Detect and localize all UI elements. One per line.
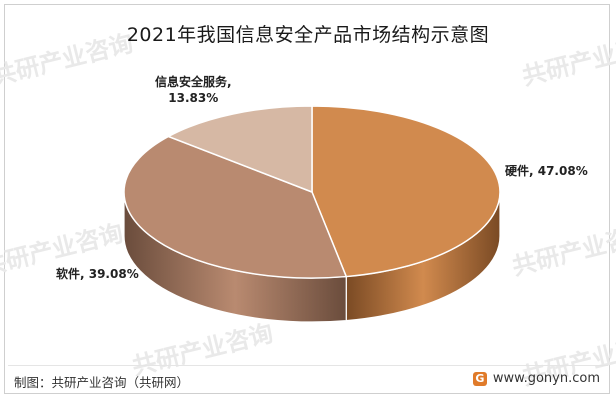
chart-frame [4, 4, 610, 394]
chart-title: 2021年我国信息安全产品市场结构示意图 [126, 24, 490, 46]
site-credit: G www.gonyn.com [472, 371, 600, 386]
site-url: www.gonyn.com [492, 371, 600, 386]
data-label-service-name: 信息安全服务, [155, 75, 232, 89]
source-note: 制图：共研产业咨询（共研网） [14, 375, 190, 390]
data-label-software: 软件, 39.08% [56, 267, 139, 281]
data-label-service-value: 13.83% [168, 91, 219, 105]
data-label-hardware: 硬件, 47.08% [505, 164, 588, 178]
footer-divider [8, 365, 608, 366]
pie-slice-2 [166, 105, 313, 194]
pie-slice-0 [311, 105, 501, 278]
pie-slice-1 [123, 135, 348, 279]
data-label-service: 信息安全服务, 13.83% [155, 74, 232, 106]
gonyn-logo-icon: G [472, 371, 487, 386]
